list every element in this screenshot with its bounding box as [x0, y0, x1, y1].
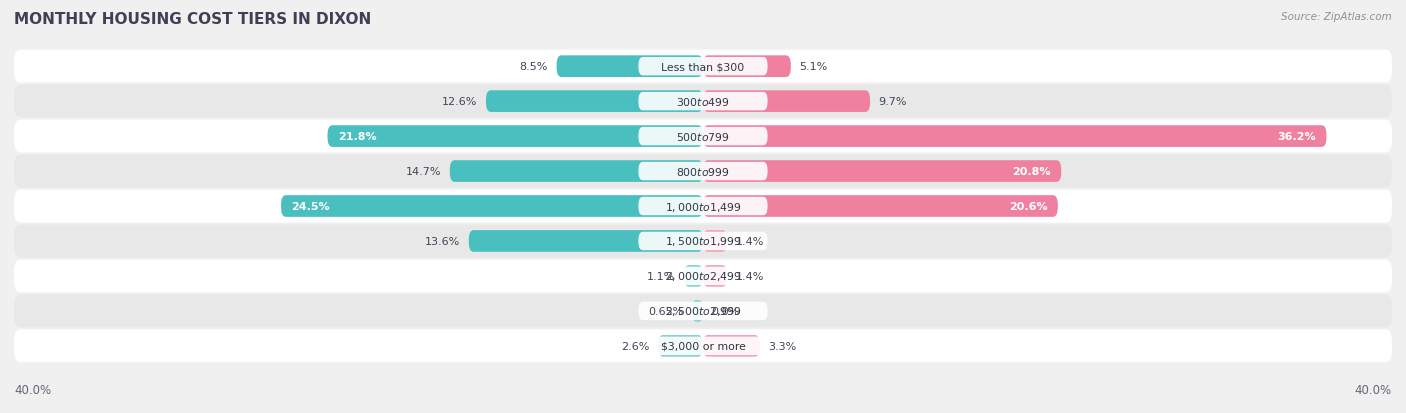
FancyBboxPatch shape — [703, 161, 1062, 183]
FancyBboxPatch shape — [328, 126, 703, 147]
Text: 2.6%: 2.6% — [621, 341, 650, 351]
Text: 40.0%: 40.0% — [14, 384, 51, 396]
FancyBboxPatch shape — [450, 161, 703, 183]
Text: 12.6%: 12.6% — [441, 97, 478, 107]
Text: 36.2%: 36.2% — [1278, 132, 1316, 142]
FancyBboxPatch shape — [281, 196, 703, 217]
FancyBboxPatch shape — [14, 190, 1392, 223]
Text: $300 to $499: $300 to $499 — [676, 96, 730, 108]
Text: $1,500 to $1,999: $1,500 to $1,999 — [665, 235, 741, 248]
FancyBboxPatch shape — [638, 128, 768, 146]
FancyBboxPatch shape — [638, 267, 768, 285]
FancyBboxPatch shape — [692, 300, 703, 322]
FancyBboxPatch shape — [14, 225, 1392, 258]
FancyBboxPatch shape — [14, 155, 1392, 188]
FancyBboxPatch shape — [14, 85, 1392, 118]
Text: 40.0%: 40.0% — [1355, 384, 1392, 396]
Text: 14.7%: 14.7% — [406, 166, 441, 177]
Text: 3.3%: 3.3% — [769, 341, 797, 351]
FancyBboxPatch shape — [638, 232, 768, 251]
Text: $800 to $999: $800 to $999 — [676, 166, 730, 178]
FancyBboxPatch shape — [638, 162, 768, 181]
FancyBboxPatch shape — [703, 126, 1326, 147]
FancyBboxPatch shape — [703, 91, 870, 113]
Text: MONTHLY HOUSING COST TIERS IN DIXON: MONTHLY HOUSING COST TIERS IN DIXON — [14, 12, 371, 27]
FancyBboxPatch shape — [638, 337, 768, 355]
Text: 0.65%: 0.65% — [648, 306, 683, 316]
Text: 0.0%: 0.0% — [711, 306, 740, 316]
Text: 1.4%: 1.4% — [735, 236, 763, 247]
Text: 20.8%: 20.8% — [1012, 166, 1050, 177]
FancyBboxPatch shape — [14, 330, 1392, 362]
Text: 21.8%: 21.8% — [337, 132, 377, 142]
Text: 1.1%: 1.1% — [647, 271, 675, 281]
FancyBboxPatch shape — [658, 335, 703, 357]
Text: $3,000 or more: $3,000 or more — [661, 341, 745, 351]
FancyBboxPatch shape — [468, 230, 703, 252]
Text: $1,000 to $1,499: $1,000 to $1,499 — [665, 200, 741, 213]
Text: 24.5%: 24.5% — [291, 202, 330, 211]
FancyBboxPatch shape — [638, 302, 768, 320]
Text: $2,500 to $2,999: $2,500 to $2,999 — [665, 305, 741, 318]
FancyBboxPatch shape — [703, 196, 1057, 217]
FancyBboxPatch shape — [703, 335, 759, 357]
Text: $2,000 to $2,499: $2,000 to $2,499 — [665, 270, 741, 283]
Text: Less than $300: Less than $300 — [661, 62, 745, 72]
FancyBboxPatch shape — [14, 260, 1392, 293]
Text: 8.5%: 8.5% — [520, 62, 548, 72]
FancyBboxPatch shape — [14, 295, 1392, 328]
FancyBboxPatch shape — [638, 93, 768, 111]
FancyBboxPatch shape — [703, 230, 727, 252]
FancyBboxPatch shape — [14, 51, 1392, 83]
Text: 5.1%: 5.1% — [800, 62, 828, 72]
Text: 20.6%: 20.6% — [1010, 202, 1047, 211]
FancyBboxPatch shape — [638, 197, 768, 216]
Text: Source: ZipAtlas.com: Source: ZipAtlas.com — [1281, 12, 1392, 22]
FancyBboxPatch shape — [703, 266, 727, 287]
FancyBboxPatch shape — [557, 56, 703, 78]
FancyBboxPatch shape — [703, 56, 790, 78]
FancyBboxPatch shape — [638, 58, 768, 76]
Text: 13.6%: 13.6% — [425, 236, 460, 247]
Text: $500 to $799: $500 to $799 — [676, 131, 730, 143]
Text: 9.7%: 9.7% — [879, 97, 907, 107]
Text: 1.4%: 1.4% — [735, 271, 763, 281]
FancyBboxPatch shape — [14, 120, 1392, 153]
FancyBboxPatch shape — [486, 91, 703, 113]
FancyBboxPatch shape — [685, 266, 703, 287]
